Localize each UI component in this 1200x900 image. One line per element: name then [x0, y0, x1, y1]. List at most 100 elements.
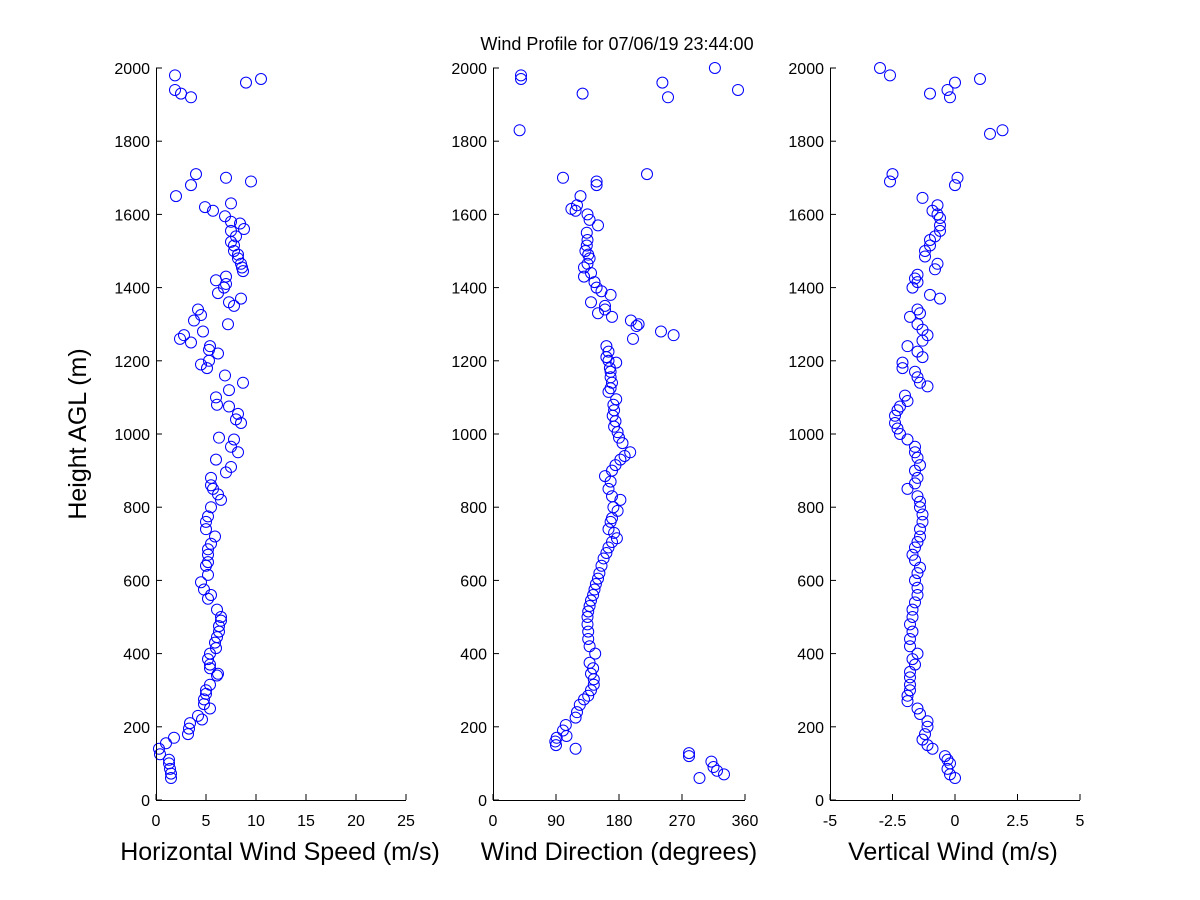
x-tick-label: -5 [823, 813, 837, 830]
data-point [889, 409, 901, 422]
y-tick-label: 1400 [451, 281, 487, 298]
y-tick-label: 600 [460, 573, 487, 590]
data-point [559, 718, 572, 731]
data-point [195, 576, 207, 589]
scatter-marks [153, 69, 267, 785]
data-point [576, 87, 589, 100]
data-point [984, 127, 996, 140]
data-point [904, 671, 916, 684]
data-point [693, 772, 706, 785]
data-point [904, 618, 916, 631]
data-point [632, 318, 645, 331]
data-point [582, 605, 595, 618]
data-point [949, 76, 961, 89]
data-point [906, 611, 919, 623]
data-point [205, 479, 217, 492]
y-tick-label: 1600 [114, 207, 150, 224]
data-point [911, 371, 924, 384]
data-point [909, 365, 921, 378]
data-point [911, 581, 924, 594]
data-point [580, 239, 593, 252]
data-point [909, 574, 921, 587]
data-point [924, 288, 936, 301]
y-tick-label: 1800 [114, 134, 150, 151]
data-point [211, 669, 223, 682]
data-point [232, 407, 244, 420]
data-point [571, 706, 583, 719]
x-axis-label: Horizontal Wind Speed (m/s) [120, 838, 440, 866]
x-tick-label: 20 [347, 813, 365, 830]
panel-vertical-wind: -5 -2.5 0 2.5 5 0 200 400 600 800 1000 1200 1400 160… [788, 61, 1084, 866]
data-point [213, 431, 225, 444]
data-point [904, 632, 916, 645]
data-point [590, 281, 603, 294]
data-point [904, 678, 916, 691]
data-point [195, 358, 207, 371]
data-point [914, 530, 926, 543]
data-point [916, 508, 929, 521]
data-point [894, 428, 906, 440]
y-tick-label: 800 [123, 500, 150, 517]
data-point [154, 748, 166, 761]
data-point [941, 762, 954, 775]
data-point [569, 742, 582, 755]
data-point [599, 299, 611, 312]
y-tick-label: 1000 [114, 427, 150, 444]
data-point [934, 224, 946, 237]
y-tick-label: 0 [815, 793, 824, 810]
data-point [578, 261, 590, 274]
data-point [230, 413, 242, 426]
data-point [592, 219, 604, 232]
x-tick-label: 2.5 [1006, 813, 1028, 830]
y-tick-label: 200 [123, 720, 150, 737]
y-tick-label: 400 [797, 647, 824, 664]
data-point [911, 451, 924, 464]
data-point [904, 640, 916, 653]
data-point [184, 717, 196, 730]
x-axis-ticks: 0 5 10 15 20 25 [152, 794, 415, 830]
data-point [931, 257, 944, 270]
data-point [919, 728, 931, 741]
data-point [196, 713, 208, 726]
data-point [163, 753, 175, 766]
data-point [515, 69, 527, 82]
data-point [585, 296, 597, 309]
data-point [228, 433, 240, 446]
y-tick-label: 200 [797, 720, 824, 737]
x-tick-label: -2.5 [879, 813, 907, 830]
data-point [934, 219, 946, 232]
data-point [234, 217, 246, 230]
data-point [204, 702, 216, 715]
data-point [614, 493, 627, 506]
data-point [220, 171, 232, 184]
data-point [909, 596, 921, 609]
data-point [996, 124, 1009, 137]
data-point [592, 572, 604, 585]
data-point [169, 69, 181, 82]
data-point [223, 400, 235, 413]
data-point [909, 541, 921, 554]
y-tick-label: 800 [797, 500, 824, 517]
data-point [580, 226, 593, 239]
data-point [911, 702, 924, 715]
data-point [582, 625, 595, 638]
data-point [901, 340, 914, 353]
data-point [602, 482, 615, 495]
data-point [202, 543, 214, 556]
data-point [211, 603, 223, 616]
data-point [916, 191, 929, 204]
data-point [174, 332, 186, 345]
x-tick-label: 15 [297, 813, 315, 830]
data-point [914, 495, 926, 508]
y-tick-label: 0 [141, 793, 150, 810]
data-point [655, 325, 667, 338]
y-tick-label: 800 [460, 500, 487, 517]
y-tick-label: 1200 [114, 354, 150, 371]
data-point [921, 380, 934, 393]
data-point [588, 583, 601, 596]
data-point [891, 404, 904, 417]
x-axis-ticks: -5 -2.5 0 2.5 5 [823, 794, 1085, 830]
data-point [911, 318, 924, 331]
data-point [168, 731, 180, 744]
